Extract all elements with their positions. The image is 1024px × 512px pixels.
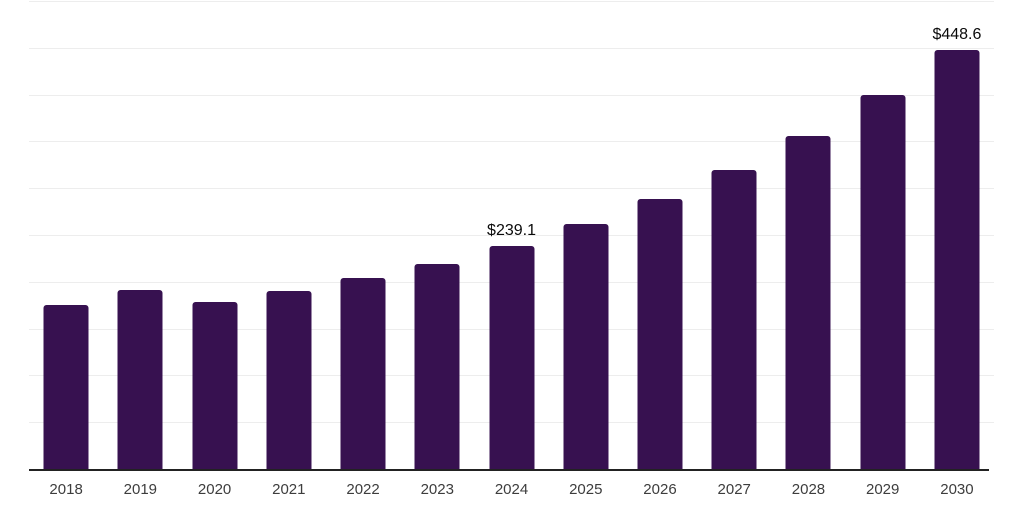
bar-group-2023 — [400, 2, 474, 470]
bar-2026 — [637, 199, 683, 470]
bar-2018 — [43, 305, 89, 470]
bar-group-2025 — [549, 2, 623, 470]
x-tick-label-2021: 2021 — [272, 481, 306, 498]
bar-value-label-2024: $239.1 — [487, 222, 536, 240]
bar-group-2026 — [623, 2, 697, 470]
gridline-500 — [29, 1, 994, 2]
x-tick-label-2022: 2022 — [346, 481, 380, 498]
plot-area: $239.1 $448.6 — [29, 1, 994, 471]
bar-2020 — [192, 301, 238, 470]
x-tick-label-2020: 2020 — [197, 481, 232, 498]
bar-group-2021 — [252, 2, 326, 470]
bar-group-2024: $239.1 — [474, 2, 548, 470]
bar-2030 — [934, 50, 980, 470]
gridline-400 — [29, 94, 994, 96]
bar-2023 — [414, 264, 460, 470]
bars-layer: $239.1 $448.6 — [29, 2, 994, 470]
bar-2022 — [340, 278, 386, 470]
gridline-300 — [29, 188, 994, 190]
bar-group-2029 — [846, 2, 920, 470]
x-tick-label-2018: 2018 — [49, 481, 83, 498]
bar-group-2019 — [103, 2, 177, 470]
x-tick-label-2019: 2019 — [123, 481, 158, 498]
bar-value-label-2030: $448.6 — [932, 26, 982, 44]
gridline-450 — [29, 47, 994, 49]
x-tick-label-2026: 2026 — [643, 481, 677, 498]
gridline-250 — [29, 235, 994, 236]
bar-2025 — [563, 224, 609, 470]
bar-2028 — [785, 135, 831, 470]
x-tick-label-2025: 2025 — [569, 481, 603, 498]
bar-2021 — [266, 290, 312, 470]
gridline-350 — [29, 141, 994, 143]
bar-2027 — [711, 170, 757, 470]
bar-2029 — [860, 94, 906, 470]
bar-group-2020 — [177, 2, 251, 470]
bar-group-2027 — [697, 2, 771, 470]
bar-group-2030: $448.6 — [920, 2, 994, 470]
bar-2024 — [489, 246, 535, 470]
x-axis-tick-labels: 2018 2019 2020 2021 2022 2023 2024 2025 2026 2027… — [29, 478, 994, 502]
x-tick-label-2028: 2028 — [791, 481, 826, 498]
x-tick-label-2027: 2027 — [717, 481, 751, 498]
x-tick-label-2024: 2024 — [494, 481, 529, 498]
x-axis-line — [29, 469, 989, 471]
x-tick-label-2023: 2023 — [420, 481, 454, 498]
bar-group-2022 — [326, 2, 400, 470]
x-tick-label-2030: 2030 — [940, 481, 974, 498]
bar-group-2028 — [771, 2, 845, 470]
bar-group-2018 — [29, 2, 103, 470]
bar-2019 — [117, 290, 163, 470]
x-tick-label-2029: 2029 — [866, 481, 900, 498]
